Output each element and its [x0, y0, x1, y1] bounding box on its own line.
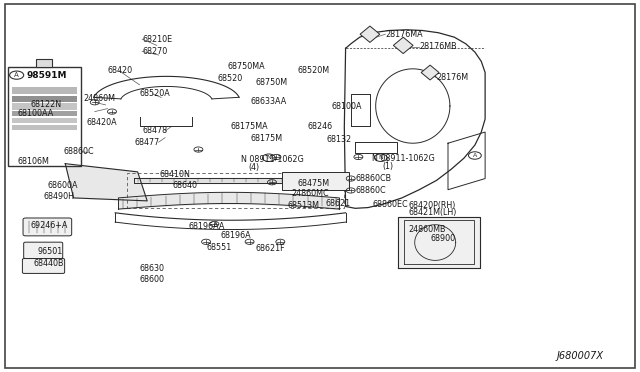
Text: 68175M: 68175M [251, 134, 283, 143]
Polygon shape [360, 26, 380, 42]
Text: 68860EC: 68860EC [372, 200, 408, 209]
Text: 68100AA: 68100AA [18, 109, 54, 118]
Text: 68477: 68477 [134, 138, 159, 147]
Text: 68630: 68630 [140, 264, 164, 273]
Text: 96501: 96501 [37, 247, 62, 256]
Text: 68520: 68520 [218, 74, 243, 83]
Text: A: A [14, 72, 19, 78]
Text: 68106M: 68106M [18, 157, 50, 166]
Text: 68478: 68478 [142, 126, 167, 135]
Text: 68520A: 68520A [140, 89, 170, 98]
Text: N: N [378, 155, 383, 160]
Bar [127, 173, 344, 208]
Text: N 08911-1062G: N 08911-1062G [372, 154, 435, 163]
Text: 68196A: 68196A [221, 231, 252, 240]
Text: 68520M: 68520M [298, 66, 330, 75]
Polygon shape [398, 217, 480, 268]
Text: 68621: 68621 [325, 199, 350, 208]
Text: 68421M(LH): 68421M(LH) [408, 208, 457, 217]
Text: 68551: 68551 [206, 243, 231, 252]
Bar [12, 125, 77, 130]
Bar [12, 96, 77, 102]
Text: 68513M: 68513M [288, 201, 320, 210]
Text: 68860C: 68860C [355, 186, 386, 195]
Bar [282, 172, 349, 190]
Text: J680007X: J680007X [557, 352, 604, 361]
Bar [36, 59, 52, 67]
Text: 68246: 68246 [307, 122, 332, 131]
Text: 68640: 68640 [173, 181, 198, 190]
Text: 68210E: 68210E [142, 35, 172, 44]
Text: 68750M: 68750M [256, 78, 288, 87]
Text: 68860C: 68860C [64, 147, 95, 156]
Text: 68600: 68600 [140, 275, 164, 284]
Text: 68600A: 68600A [48, 182, 79, 190]
Text: 24860MB: 24860MB [408, 225, 446, 234]
Text: (1): (1) [383, 162, 394, 171]
Text: 68175MA: 68175MA [230, 122, 268, 131]
Text: 24860M: 24860M [83, 94, 115, 103]
Text: 68633AA: 68633AA [251, 97, 287, 106]
Text: 28176MA: 28176MA [385, 30, 423, 39]
Text: 68750MA: 68750MA [227, 62, 265, 71]
Text: 68420P(RH): 68420P(RH) [408, 201, 456, 210]
Text: (4): (4) [248, 163, 259, 172]
FancyBboxPatch shape [23, 218, 72, 236]
Text: 28176M: 28176M [436, 73, 468, 82]
Text: 68490H: 68490H [44, 192, 74, 201]
Text: 24860MC: 24860MC [291, 189, 329, 198]
Polygon shape [394, 37, 413, 54]
Bar [8, 67, 81, 166]
Text: 68475M: 68475M [298, 179, 330, 187]
Text: 68100A: 68100A [332, 102, 362, 110]
Text: N: N [266, 155, 271, 160]
Text: 68621F: 68621F [256, 244, 285, 253]
Text: 68860CB: 68860CB [355, 174, 391, 183]
Text: 98591M: 98591M [27, 71, 67, 80]
Text: 68420: 68420 [108, 66, 132, 75]
Text: 68196AA: 68196AA [189, 222, 225, 231]
Text: 68410N: 68410N [160, 170, 191, 179]
Text: A: A [473, 153, 477, 158]
Text: 68900: 68900 [430, 234, 455, 243]
Text: 68420A: 68420A [86, 118, 117, 127]
Text: 69246+A: 69246+A [31, 221, 68, 230]
FancyBboxPatch shape [24, 242, 63, 259]
Text: 68132: 68132 [326, 135, 351, 144]
Bar [12, 111, 77, 116]
Text: 68270: 68270 [142, 47, 167, 56]
Text: 68122N: 68122N [31, 100, 62, 109]
Bar [12, 118, 77, 123]
Text: 28176MB: 28176MB [419, 42, 457, 51]
Text: 68440B: 68440B [33, 259, 64, 268]
Bar [12, 87, 77, 94]
Polygon shape [421, 65, 439, 80]
Bar [12, 103, 77, 110]
Text: N 08911-1062G: N 08911-1062G [241, 155, 303, 164]
Polygon shape [65, 164, 147, 201]
FancyBboxPatch shape [22, 259, 65, 273]
